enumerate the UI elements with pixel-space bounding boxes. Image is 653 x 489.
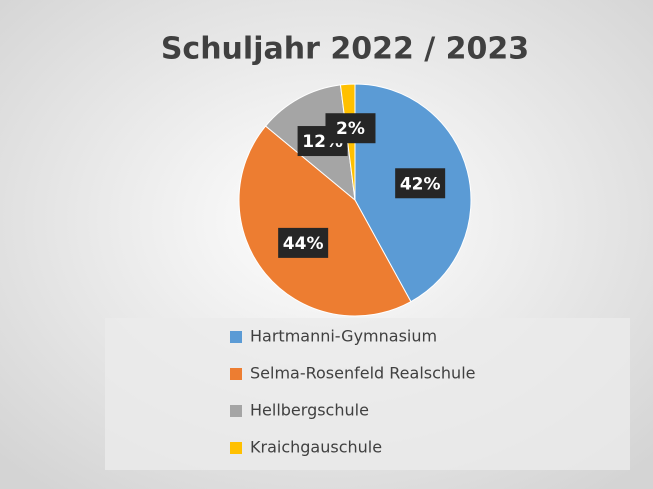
legend-swatch: [230, 405, 242, 417]
data-label: 42%: [400, 174, 441, 194]
data-label-box: [278, 227, 329, 258]
legend-swatch: [230, 368, 242, 380]
legend-box: [105, 318, 630, 470]
data-label: 2%: [336, 119, 365, 139]
data-label: 44%: [283, 234, 324, 254]
legend-label: Hartmanni-Gymnasium: [250, 327, 437, 346]
data-label-box: [325, 113, 376, 144]
data-label-box: [395, 168, 446, 199]
legend-label: Selma-Rosenfeld Realschule: [250, 364, 475, 383]
legend-swatch: [230, 331, 242, 343]
chart-title: Schuljahr 2022 / 2023: [161, 32, 529, 67]
pie-slice: [238, 125, 412, 317]
legend-label: Kraichgauschule: [250, 438, 382, 457]
legend-label: Hellbergschule: [250, 401, 369, 420]
legend-swatch: [230, 442, 242, 454]
